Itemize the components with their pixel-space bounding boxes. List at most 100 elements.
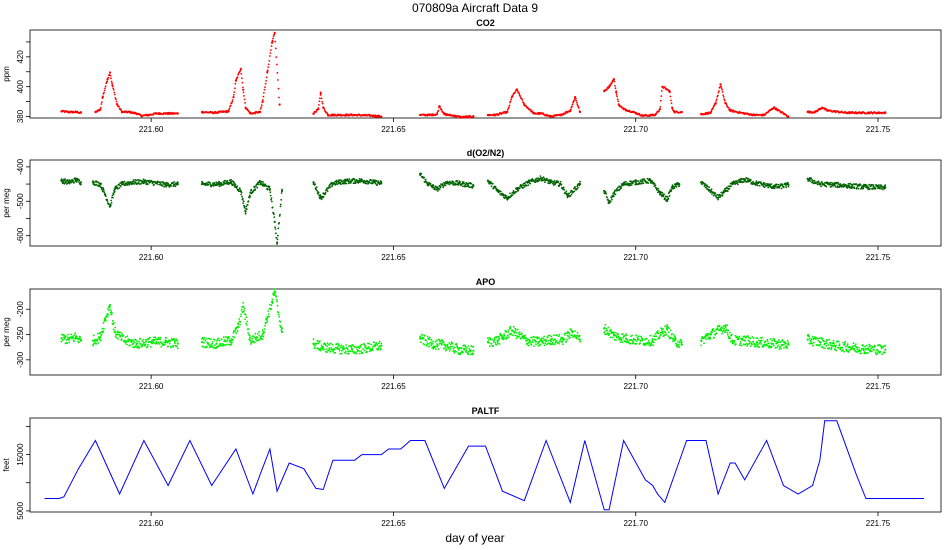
apo-data-point bbox=[742, 338, 744, 341]
apo-data-point bbox=[96, 338, 99, 341]
co2-data-point bbox=[106, 80, 109, 82]
apo-data-point bbox=[102, 322, 105, 324]
apo-data-point bbox=[62, 338, 64, 341]
o2n2-data-point bbox=[345, 182, 348, 185]
apo-data-point bbox=[67, 333, 69, 336]
apo-data-point bbox=[713, 337, 715, 339]
o2n2-data-point bbox=[821, 181, 823, 184]
o2n2-data-point bbox=[128, 183, 131, 186]
apo-data-point bbox=[324, 344, 327, 347]
apo-data-point bbox=[252, 335, 255, 337]
apo-data-point bbox=[700, 340, 703, 343]
apo-data-point bbox=[453, 346, 456, 349]
apo-data-point bbox=[513, 331, 516, 334]
o2n2-data-point bbox=[523, 186, 526, 188]
o2n2-data-layer bbox=[60, 172, 887, 245]
o2n2-data-point bbox=[539, 175, 542, 178]
apo-data-point bbox=[373, 341, 375, 344]
paltf-y-axis-label: feet bbox=[2, 458, 11, 472]
apo-data-point bbox=[279, 320, 282, 323]
apo-data-point bbox=[124, 340, 126, 342]
apo-data-point bbox=[249, 336, 252, 339]
apo-data-point bbox=[334, 351, 337, 354]
apo-data-point bbox=[113, 321, 115, 324]
apo-data-point bbox=[430, 344, 432, 347]
co2-data-point bbox=[278, 96, 280, 99]
co2-data-point bbox=[716, 94, 719, 97]
o2n2-data-point bbox=[456, 180, 459, 182]
co2-data-point bbox=[100, 103, 103, 105]
o2n2-y-tick-label: -500 bbox=[16, 193, 25, 210]
apo-data-point bbox=[354, 351, 357, 354]
apo-data-point bbox=[267, 310, 270, 312]
apo-data-point bbox=[538, 337, 541, 340]
apo-data-point bbox=[548, 334, 551, 337]
o2n2-data-point bbox=[447, 181, 450, 184]
paltf-panel-title: PALTF bbox=[472, 406, 500, 416]
o2n2-data-point bbox=[266, 188, 269, 191]
apo-data-point bbox=[703, 342, 705, 345]
co2-data-point bbox=[508, 106, 510, 108]
o2n2-data-point bbox=[351, 179, 354, 182]
o2n2-data-point bbox=[569, 194, 572, 197]
apo-data-point bbox=[524, 334, 526, 337]
apo-data-point bbox=[262, 335, 265, 338]
apo-data-point bbox=[360, 343, 363, 346]
apo-data-point bbox=[223, 344, 226, 347]
apo-data-point bbox=[846, 344, 849, 347]
o2n2-data-point bbox=[503, 197, 506, 200]
apo-data-point bbox=[765, 344, 768, 347]
apo-data-point bbox=[332, 350, 334, 353]
apo-data-point bbox=[678, 341, 681, 344]
apo-data-point bbox=[632, 340, 634, 343]
co2-data-point bbox=[569, 110, 572, 113]
apo-data-point bbox=[767, 345, 770, 347]
o2n2-data-point bbox=[368, 181, 371, 184]
apo-data-point bbox=[235, 332, 238, 335]
co2-data-point bbox=[99, 108, 102, 111]
co2-data-point bbox=[606, 88, 608, 91]
o2n2-data-point bbox=[499, 190, 502, 193]
apo-data-point bbox=[434, 348, 437, 350]
o2n2-data-point bbox=[653, 183, 656, 185]
apo-data-point bbox=[70, 333, 73, 336]
co2-data-point bbox=[670, 99, 672, 102]
apo-data-point bbox=[769, 338, 772, 340]
co2-data-point bbox=[854, 111, 857, 113]
apo-data-point bbox=[371, 347, 374, 349]
o2n2-data-point bbox=[240, 193, 243, 196]
apo-data-point bbox=[141, 345, 143, 348]
apo-data-point bbox=[362, 348, 364, 350]
o2n2-data-point bbox=[859, 184, 862, 186]
apo-data-point bbox=[132, 346, 134, 348]
apo-data-point bbox=[156, 342, 159, 345]
apo-data-point bbox=[525, 337, 528, 339]
o2n2-data-point bbox=[865, 184, 868, 187]
apo-data-point bbox=[472, 346, 475, 348]
apo-data-point bbox=[873, 349, 875, 351]
apo-data-point bbox=[173, 338, 176, 341]
o2n2-data-point bbox=[464, 185, 467, 188]
apo-data-point bbox=[759, 341, 762, 343]
co2-data-point bbox=[109, 72, 111, 74]
co2-x-tick-label: 221.60 bbox=[139, 125, 164, 134]
apo-data-point bbox=[493, 338, 496, 341]
apo-data-point bbox=[651, 338, 654, 340]
o2n2-data-point bbox=[491, 182, 494, 185]
apo-data-point bbox=[238, 318, 241, 320]
apo-data-point bbox=[166, 341, 169, 344]
co2-plot-frame bbox=[29, 29, 942, 119]
co2-data-point bbox=[506, 110, 509, 113]
apo-data-point bbox=[512, 325, 515, 328]
o2n2-data-point bbox=[276, 241, 279, 244]
apo-data-point bbox=[832, 339, 835, 342]
o2n2-data-point bbox=[158, 183, 161, 186]
apo-data-point bbox=[153, 338, 156, 341]
apo-data-point bbox=[563, 338, 566, 341]
co2-data-point bbox=[723, 99, 726, 102]
apo-data-point bbox=[663, 330, 666, 333]
co2-data-point bbox=[723, 98, 726, 101]
apo-data-point bbox=[822, 347, 825, 349]
o2n2-data-point bbox=[862, 186, 865, 189]
apo-data-point bbox=[313, 346, 316, 349]
